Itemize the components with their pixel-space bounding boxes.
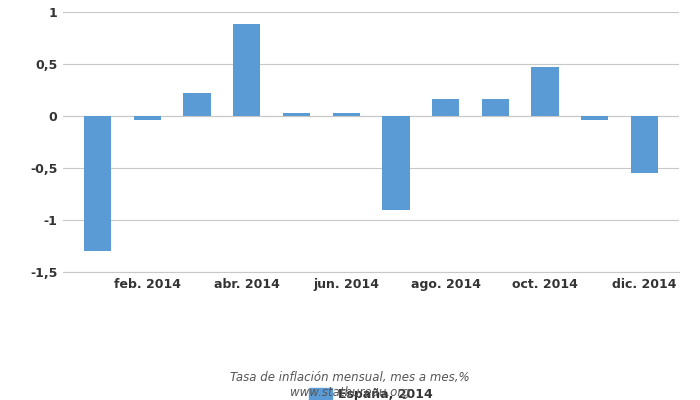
Bar <box>283 113 310 116</box>
Bar <box>581 116 608 120</box>
Legend: España, 2014: España, 2014 <box>309 388 433 400</box>
Bar <box>233 24 260 116</box>
Bar <box>332 113 360 116</box>
Bar <box>531 67 559 116</box>
Bar <box>134 116 161 120</box>
Bar <box>432 99 459 116</box>
Text: Tasa de inflación mensual, mes a mes,%: Tasa de inflación mensual, mes a mes,% <box>230 372 470 384</box>
Bar <box>382 116 410 210</box>
Bar <box>631 116 658 173</box>
Text: www.statbureau.org: www.statbureau.org <box>290 386 410 399</box>
Bar <box>482 99 509 116</box>
Bar <box>84 116 111 251</box>
Bar <box>183 93 211 116</box>
